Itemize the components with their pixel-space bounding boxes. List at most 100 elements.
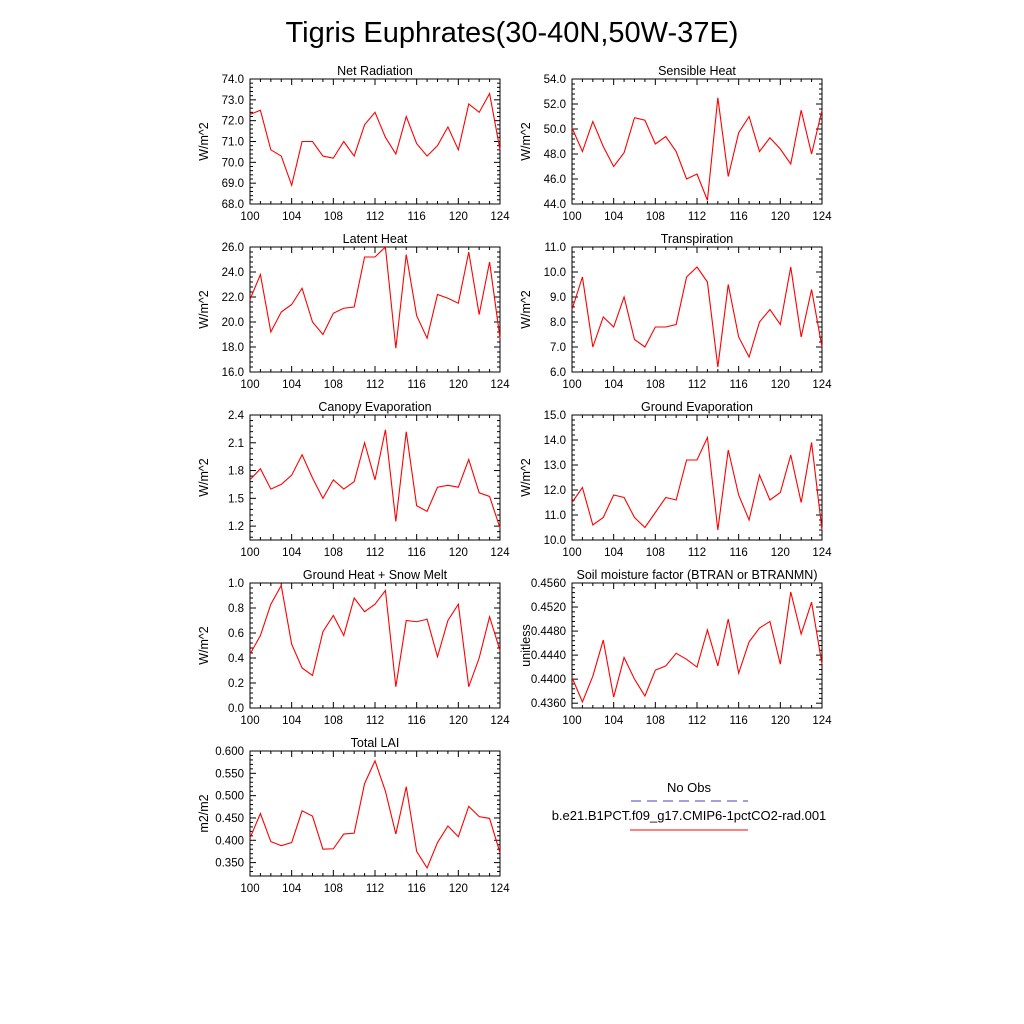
x-tick-label: 108 (324, 547, 343, 559)
x-tick-label: 104 (282, 211, 302, 223)
y-tick-label: 14.0 (544, 435, 566, 447)
x-tick-label: 112 (366, 547, 384, 559)
y-tick-label: 22.0 (222, 292, 244, 304)
x-tick-label: 116 (729, 379, 747, 391)
y-axis-label: unitless (519, 624, 533, 666)
x-tick-label: 112 (688, 547, 706, 559)
y-tick-label: 2.4 (228, 410, 245, 422)
x-tick-label: 112 (366, 883, 384, 895)
plot-frame (249, 78, 501, 205)
y-tick-label: 48.0 (544, 149, 566, 161)
series-line (571, 97, 823, 201)
y-tick-label: 72.0 (222, 116, 244, 128)
y-tick-label: 0.0 (228, 703, 244, 715)
y-tick-label: 11.0 (544, 242, 566, 254)
x-tick-label: 124 (812, 547, 832, 559)
plot-frame (249, 246, 501, 373)
figure-title: Tigris Euphrates(30-40N,50W-37E) (286, 17, 739, 49)
y-tick-label: 12.0 (544, 485, 566, 497)
y-tick-label: 46.0 (544, 174, 566, 186)
y-tick-label: 20.0 (222, 317, 244, 329)
x-tick-label: 108 (324, 379, 343, 391)
x-tick-label: 116 (407, 547, 425, 559)
x-tick-label: 100 (240, 379, 259, 391)
y-tick-label: 18.0 (222, 342, 244, 354)
y-tick-label: 0.350 (215, 858, 244, 870)
panel-4: Transpiration W/m^2 100 104 108 112 116 120 124 6… (519, 232, 832, 391)
y-axis-label: W/m^2 (197, 290, 211, 329)
x-tick-label: 112 (366, 211, 384, 223)
x-tick-label: 108 (646, 547, 665, 559)
x-tick-label: 120 (449, 379, 468, 391)
y-tick-label: 0.500 (215, 791, 244, 803)
x-tick-label: 116 (407, 715, 425, 727)
y-tick-label: 16.0 (222, 367, 244, 379)
y-tick-label: 0.8 (228, 603, 244, 615)
x-tick-label: 116 (407, 379, 425, 391)
y-tick-label: 0.450 (215, 813, 244, 825)
x-tick-label: 100 (240, 883, 259, 895)
panel-title: Canopy Evaporation (318, 400, 431, 414)
y-axis-label: W/m^2 (197, 122, 211, 161)
x-tick-label: 120 (771, 547, 790, 559)
y-axis-label: W/m^2 (519, 290, 533, 329)
y-tick-label: 44.0 (544, 199, 566, 211)
panel-2: Sensible Heat W/m^2 100 104 108 112 116 120 124 4… (519, 64, 832, 223)
x-tick-label: 104 (282, 883, 302, 895)
panels: Net Radiation W/m^2 100 104 108 112 116 120 124 6… (197, 64, 832, 895)
x-tick-label: 100 (562, 211, 581, 223)
panel-title: Ground Evaporation (641, 400, 753, 414)
x-tick-label: 104 (604, 379, 624, 391)
x-tick-label: 112 (366, 379, 384, 391)
x-tick-label: 108 (646, 211, 665, 223)
x-tick-label: 100 (240, 211, 259, 223)
y-tick-label: 54.0 (544, 74, 566, 86)
y-tick-label: 13.0 (544, 460, 566, 472)
panel-title: Latent Heat (343, 232, 408, 246)
x-tick-label: 100 (240, 715, 259, 727)
x-tick-label: 124 (490, 883, 510, 895)
x-tick-label: 108 (324, 211, 343, 223)
y-tick-label: 0.4400 (531, 674, 566, 686)
x-tick-label: 124 (812, 379, 832, 391)
x-tick-label: 108 (324, 883, 343, 895)
y-tick-label: 26.0 (222, 242, 244, 254)
x-tick-label: 104 (282, 715, 302, 727)
y-tick-label: 1.8 (228, 466, 244, 478)
y-tick-label: 0.4560 (531, 578, 566, 590)
y-axis-label: W/m^2 (519, 122, 533, 161)
x-tick-label: 120 (771, 715, 790, 727)
panel-title: Ground Heat + Snow Melt (303, 568, 448, 582)
panel-9: Total LAI m2/m2 100 104 108 112 116 120 124 0.350… (197, 736, 510, 895)
plot-frame (249, 582, 501, 709)
y-tick-label: 71.0 (222, 137, 244, 149)
y-tick-label: 0.600 (215, 746, 244, 758)
y-tick-label: 1.2 (228, 521, 244, 533)
y-tick-label: 52.0 (544, 99, 566, 111)
x-tick-label: 104 (282, 547, 302, 559)
y-tick-label: 0.4360 (531, 698, 566, 710)
plot-frame (571, 582, 823, 709)
series-line (249, 245, 501, 349)
y-tick-label: 70.0 (222, 157, 244, 169)
panel-title: Net Radiation (337, 64, 413, 78)
panel-title: Soil moisture factor (BTRAN or BTRANMN) (576, 568, 817, 582)
panel-3: Latent Heat W/m^2 100 104 108 112 116 120 124 16.… (197, 232, 510, 391)
y-axis-label: W/m^2 (197, 458, 211, 497)
y-tick-label: 0.2 (228, 678, 244, 690)
series-line (249, 429, 501, 529)
y-tick-label: 8.0 (550, 317, 566, 329)
x-tick-label: 124 (490, 715, 510, 727)
series-line (571, 435, 823, 531)
legend-model-label: b.e21.B1PCT.f09_g17.CMIP6-1pctCO2-rad.00… (552, 808, 827, 823)
y-tick-label: 2.1 (228, 438, 244, 450)
y-tick-label: 10.0 (544, 267, 566, 279)
plot-frame (249, 750, 501, 877)
x-tick-label: 124 (490, 379, 510, 391)
x-tick-label: 104 (604, 211, 624, 223)
y-tick-label: 15.0 (544, 410, 566, 422)
panel-title: Transpiration (661, 232, 734, 246)
x-tick-label: 116 (729, 547, 747, 559)
x-tick-label: 116 (407, 883, 425, 895)
